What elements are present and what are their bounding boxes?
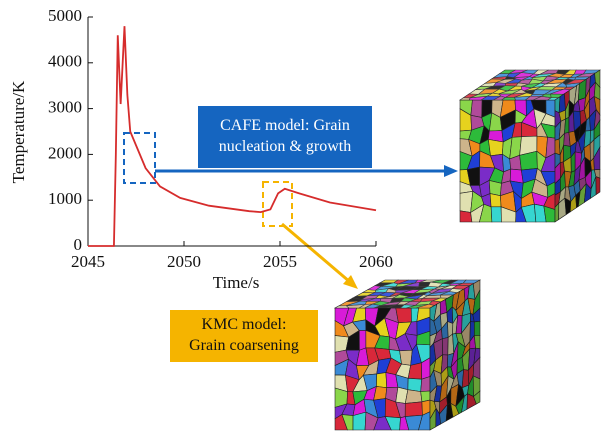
grain — [490, 206, 502, 223]
annotation-box — [170, 310, 318, 362]
grain — [399, 349, 413, 366]
grain — [420, 376, 431, 392]
y-tick-label: 1000 — [48, 189, 82, 208]
grain — [489, 193, 502, 208]
grain — [404, 401, 423, 417]
x-tick-label: 2060 — [359, 252, 393, 271]
x-tick-label: 2055 — [263, 252, 297, 271]
x-axis-label: Time/s — [213, 273, 260, 292]
face-shade — [430, 280, 480, 430]
y-tick-label: 3000 — [48, 98, 82, 117]
x-tick-label: 2045 — [71, 252, 105, 271]
arrow — [281, 222, 351, 284]
annotation-text: KMC model: — [202, 316, 287, 333]
grain — [473, 390, 481, 405]
annotation-text: nucleation & growth — [219, 138, 351, 155]
annotation-text: CAFE model: Grain — [220, 117, 350, 134]
grain — [376, 372, 388, 389]
y-tick-label: 4000 — [48, 52, 82, 71]
arrow-head — [343, 275, 358, 289]
highlight-box — [123, 132, 156, 184]
grain — [404, 389, 423, 404]
data-line — [88, 26, 377, 247]
face-shade — [460, 70, 600, 100]
highlight-box — [262, 181, 293, 227]
grain — [595, 176, 601, 196]
grain — [358, 330, 367, 351]
grain-cubes — [333, 69, 601, 431]
grain — [395, 307, 412, 324]
grain — [470, 99, 483, 118]
face-shade — [335, 280, 480, 308]
y-tick-label: 0 — [74, 235, 83, 254]
grain — [488, 139, 504, 157]
y-tick-label: 2000 — [48, 143, 82, 162]
grain — [352, 411, 367, 431]
y-axis-label: Temperature/K — [9, 80, 28, 183]
annotation-text: Grain coarsening — [189, 337, 299, 354]
grain — [488, 180, 502, 197]
face-shade — [555, 70, 600, 222]
grain — [459, 210, 473, 223]
annotation-box — [198, 106, 372, 168]
y-tick-label: 5000 — [48, 6, 82, 25]
arrow-head — [444, 165, 458, 177]
grain — [407, 378, 423, 392]
x-tick-label: 2050 — [167, 252, 201, 271]
